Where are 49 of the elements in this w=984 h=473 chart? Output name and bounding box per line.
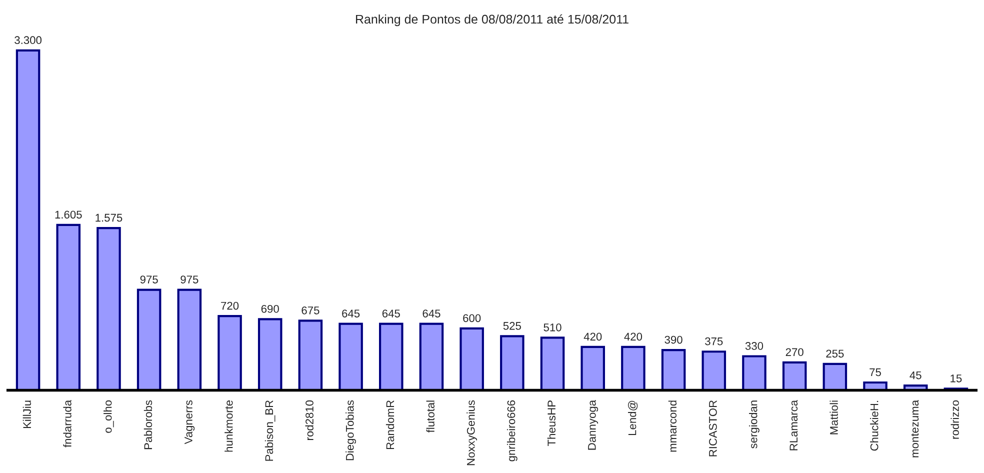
- x-tick-label: mmarcond: [668, 400, 677, 452]
- x-tick-label: sergiodan: [749, 400, 760, 448]
- x-tick-label: flutotal: [426, 400, 434, 433]
- x-tick-label: RandomR: [386, 400, 394, 450]
- data-label: 645: [422, 310, 440, 318]
- x-tick-label: gnribeiro666: [506, 400, 518, 462]
- data-label: 720: [221, 302, 239, 310]
- data-label: 255: [826, 350, 844, 358]
- data-label: 375: [705, 337, 723, 346]
- x-tick-label: Mattioli: [830, 400, 838, 434]
- x-tick-label: TheusHP: [547, 400, 556, 446]
- data-label: 645: [342, 310, 360, 318]
- x-tick-label: o_olho: [104, 400, 114, 433]
- data-label: 975: [180, 276, 198, 284]
- data-label: 420: [624, 332, 642, 341]
- data-label: 330: [745, 342, 764, 350]
- x-tick-label: rod2810: [305, 400, 314, 440]
- data-label: 975: [140, 276, 158, 284]
- x-tick-label: DiegoTobias: [346, 400, 356, 460]
- x-tick-label: ChuckieH.: [870, 400, 878, 451]
- data-label: 600: [463, 314, 481, 322]
- x-tick-label: RICASTOR: [709, 400, 717, 456]
- x-tick-label: montezuma: [911, 400, 919, 458]
- data-label: 75: [870, 368, 881, 376]
- x-tick-label: Dannyoga: [588, 400, 598, 450]
- x-tick-label: fndarruda: [63, 400, 72, 448]
- data-label: 15: [950, 374, 962, 382]
- x-tick-label: KillJiu: [22, 400, 32, 428]
- x-tick-label: Pablorobs: [144, 400, 152, 450]
- x-tick-label: NoxxyGenius: [466, 400, 478, 466]
- data-label: 1.575: [96, 214, 122, 222]
- data-label: 390: [664, 336, 682, 344]
- data-label: 675: [302, 306, 320, 314]
- data-label: 525: [503, 322, 521, 330]
- data-label: 645: [382, 310, 400, 318]
- x-tick-label: Vagnerrs: [184, 400, 195, 444]
- data-label: 270: [786, 348, 804, 356]
- data-label: 510: [544, 323, 562, 332]
- x-tick-label: hunkmorte: [224, 400, 233, 452]
- x-tick-label: Lend@: [628, 400, 638, 436]
- data-label: 3.300: [14, 36, 42, 44]
- x-tick-label: rodrizzo: [950, 400, 959, 439]
- x-tick-label: Pabison_BR: [264, 400, 276, 461]
- data-label: 690: [261, 304, 279, 313]
- chart-title: Ranking de Pontos de 08/08/2011 até 15/08/2011: [356, 14, 628, 26]
- data-label: 45: [910, 371, 922, 380]
- data-label: 420: [584, 332, 602, 341]
- x-tick-label: RLamarca: [790, 400, 798, 450]
- data-label: 1.605: [55, 210, 82, 219]
